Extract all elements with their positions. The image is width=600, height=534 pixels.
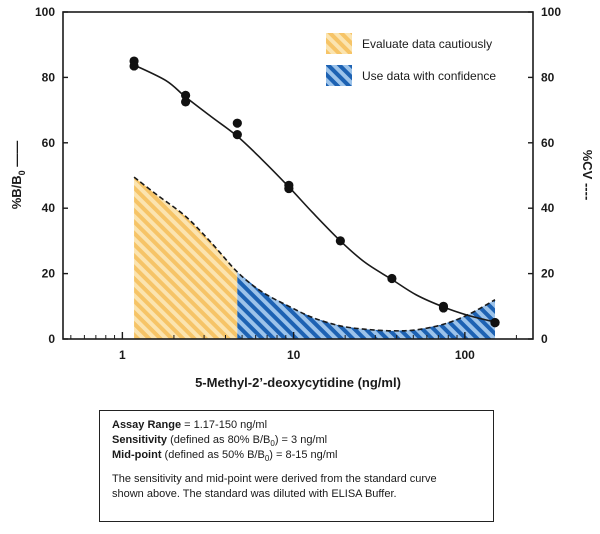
data-point xyxy=(181,90,191,100)
assay-info-box: Assay Range = 1.17-150 ng/ml Sensitivity… xyxy=(99,410,494,522)
region-confidence xyxy=(237,271,496,339)
data-point xyxy=(387,273,397,284)
y2-axis-title: %CV ---- xyxy=(580,150,595,201)
y2-tick-label: 0 xyxy=(541,332,548,346)
midpoint-line: Mid-point (defined as 50% B/B0) = 8-15 n… xyxy=(112,449,338,464)
x-tick-label: 10 xyxy=(287,348,301,362)
data-points xyxy=(129,56,500,328)
b-b0-curve xyxy=(133,64,496,323)
data-point xyxy=(129,61,139,71)
y2-tick-label: 20 xyxy=(541,267,555,281)
data-point xyxy=(232,118,242,128)
legend-label-confidence: Use data with confidence xyxy=(362,69,496,83)
y-axis-title: %B/B0 —— xyxy=(9,141,27,210)
y-tick-label: 60 xyxy=(42,136,56,150)
y-tick-label: 100 xyxy=(35,5,55,19)
legend: Evaluate data cautiously Use data with c… xyxy=(326,33,496,86)
data-point xyxy=(181,97,191,107)
legend-swatch-confidence xyxy=(326,65,352,86)
y-tick-label: 0 xyxy=(48,332,55,346)
y2-tick-label: 40 xyxy=(541,201,555,215)
region-cautious xyxy=(134,177,238,339)
shaded-regions xyxy=(134,177,496,339)
data-point xyxy=(284,183,294,194)
x-tick-label: 1 xyxy=(119,348,126,362)
cv-curve xyxy=(133,176,496,332)
curves xyxy=(133,64,496,332)
y2-tick-label: 60 xyxy=(541,136,555,150)
axis-ticks: 0 20 40 60 80 100 0 20 40 60 80 100 1 10 100 xyxy=(35,5,561,362)
data-point xyxy=(335,236,345,246)
plot-frame xyxy=(62,11,534,340)
note-line-2: shown above. The standard was diluted wi… xyxy=(112,488,397,500)
data-point xyxy=(438,303,449,313)
legend-swatch-cautious xyxy=(326,33,352,54)
y-tick-label: 40 xyxy=(42,201,56,215)
chart: 0 20 40 60 80 100 0 20 40 60 80 100 1 10 100 Evaluate … xyxy=(9,5,595,390)
y-tick-label: 80 xyxy=(42,70,56,84)
data-point xyxy=(232,130,242,140)
sensitivity-line: Sensitivity (defined as 80% B/B0) = 3 ng… xyxy=(112,434,328,449)
x-axis-title: 5-Methyl-2’-deoxycytidine (ng/ml) xyxy=(195,375,401,390)
x-tick-label: 100 xyxy=(455,348,475,362)
assay-range-line: Assay Range = 1.17-150 ng/ml xyxy=(112,419,268,431)
legend-label-cautious: Evaluate data cautiously xyxy=(362,37,492,51)
y-tick-label: 20 xyxy=(42,267,56,281)
note-line-1: The sensitivity and mid-point were deriv… xyxy=(112,473,437,485)
data-point xyxy=(490,318,500,328)
y2-tick-label: 100 xyxy=(541,5,561,19)
y2-tick-label: 80 xyxy=(541,70,555,84)
